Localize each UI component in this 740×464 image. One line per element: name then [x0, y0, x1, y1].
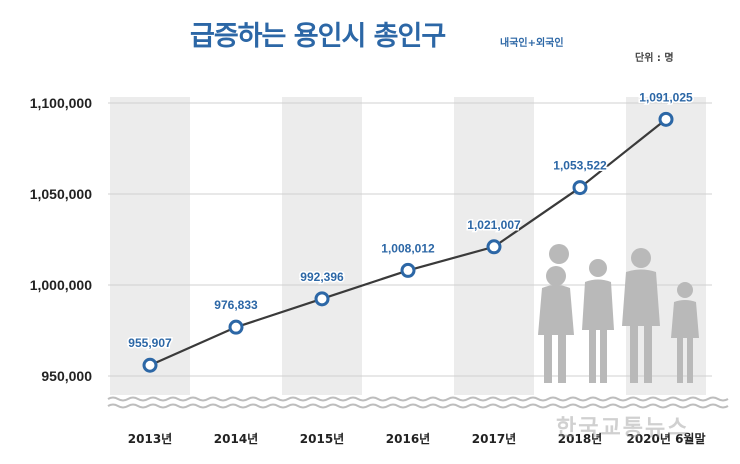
unit-label: 단위 : 명	[635, 53, 674, 64]
gridlines	[108, 102, 712, 377]
data-points	[142, 111, 674, 373]
family-silhouette-icon	[538, 244, 699, 383]
data-point	[572, 180, 588, 196]
data-label: 1,008,012	[381, 241, 435, 255]
data-point	[142, 357, 158, 373]
data-label: 992,396	[300, 270, 344, 284]
watermark-text: 한국교통뉴스	[556, 416, 690, 441]
data-label: 976,833	[214, 298, 258, 312]
y-tick-label: 1,050,000	[30, 186, 92, 202]
axis-break-line	[107, 396, 729, 402]
data-point	[486, 239, 502, 255]
data-label: 1,091,025	[639, 90, 693, 104]
data-label: 1,021,007	[467, 218, 521, 232]
x-tick-label: 2013년	[128, 432, 172, 446]
x-tick-label: 2014년	[214, 432, 258, 446]
chart-subtitle: 내국인+외국인	[500, 38, 564, 49]
data-labels: 955,907 976,833 992,396 1,008,012 1,021,007 1…	[127, 89, 695, 352]
axis-break-line	[107, 403, 729, 409]
x-tick-label: 2018년	[558, 432, 602, 446]
y-tick-label: 1,100,000	[30, 95, 92, 111]
background-band	[282, 97, 362, 395]
data-point	[658, 111, 674, 127]
axis-break-icon	[107, 396, 729, 409]
chart-title: 급증하는 용인시 총인구	[190, 21, 446, 52]
x-axis-ticks: 2013년 2014년 2015년 2016년 2017년 2018년 2020년 6월말	[128, 431, 706, 446]
background-band	[110, 97, 190, 395]
x-tick-label: 2020년 6월말	[626, 431, 705, 446]
y-axis-ticks: 950,000 1,000,000 1,050,000 1,100,000	[30, 95, 93, 384]
data-point	[314, 291, 330, 307]
x-tick-label: 2016년	[386, 432, 430, 446]
data-point	[400, 262, 416, 278]
x-tick-label: 2015년	[300, 432, 344, 446]
data-label: 955,907	[128, 336, 172, 350]
y-tick-label: 1,000,000	[30, 277, 92, 293]
y-tick-label: 950,000	[41, 368, 92, 384]
x-tick-label: 2017년	[472, 432, 516, 446]
data-label: 1,053,522	[553, 159, 607, 173]
data-point	[228, 319, 244, 335]
